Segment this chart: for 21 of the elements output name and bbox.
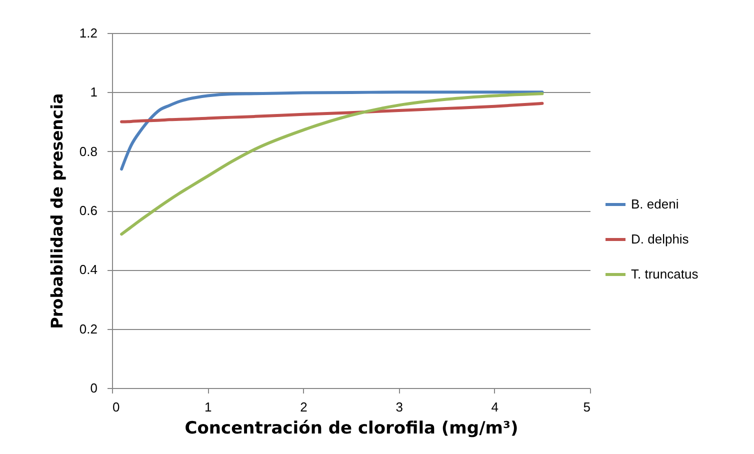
y-tick-label: 0.4 [79, 262, 98, 278]
line-series [120, 102, 544, 124]
x-tick-label: 0 [112, 400, 120, 414]
legend-label: D. delphis [631, 232, 690, 246]
line-series [120, 92, 544, 236]
x-tick-label: 3 [396, 400, 403, 414]
y-tick-label: 0 [90, 380, 98, 396]
x-tick-label: 2 [300, 400, 308, 414]
line-series [120, 90, 544, 171]
y-tick-label: 1.2 [79, 26, 98, 40]
legend-label: B. edeni [631, 196, 679, 212]
legend-label: T. truncatus [631, 266, 699, 282]
y-tick-label: 0.6 [79, 203, 98, 218]
x-axis-title: Concentración de clorofila (mg/m³) [184, 418, 518, 438]
y-axis-title: Probabilidad de presencia [47, 93, 66, 329]
x-tick-label: 4 [491, 400, 499, 414]
x-tick-label: 1 [204, 400, 212, 414]
y-tick-label: 0.8 [79, 144, 98, 159]
y-tick-label: 1 [90, 84, 98, 100]
x-tick-label: 5 [583, 400, 590, 414]
y-tick-label: 0.2 [79, 321, 98, 336]
